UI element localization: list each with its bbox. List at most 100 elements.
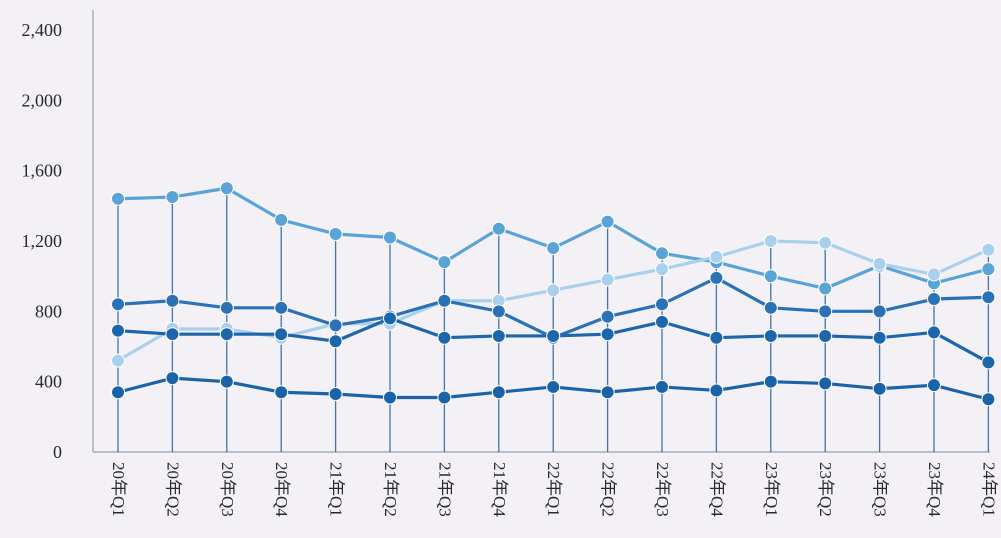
data-point xyxy=(274,300,289,315)
x-tick-label: 23年Q1 xyxy=(762,462,781,517)
data-point xyxy=(600,309,615,324)
data-point xyxy=(818,235,833,250)
x-tick-label: 21年Q1 xyxy=(327,462,346,517)
x-tick-label: 23年Q2 xyxy=(816,462,835,517)
data-point xyxy=(111,353,125,368)
y-tick-label: 800 xyxy=(35,301,62,321)
y-tick-label: 0 xyxy=(53,442,62,462)
data-point xyxy=(655,262,669,277)
data-point xyxy=(491,385,506,400)
data-point xyxy=(546,241,561,256)
data-point xyxy=(927,378,941,393)
x-tick-label: 20年Q1 xyxy=(109,462,128,517)
y-tick-label: 1,600 xyxy=(22,161,63,181)
data-point xyxy=(600,214,615,229)
x-tick-label: 20年Q2 xyxy=(163,462,182,517)
data-point xyxy=(546,283,561,298)
data-point xyxy=(328,386,343,401)
data-point xyxy=(981,242,996,257)
data-point xyxy=(437,293,452,308)
x-tick-label: 24年Q1 xyxy=(979,462,998,517)
data-point xyxy=(763,234,778,248)
data-point xyxy=(655,379,669,394)
chart-axes xyxy=(92,10,990,453)
data-point xyxy=(763,328,778,343)
data-point xyxy=(709,330,724,345)
data-point xyxy=(111,191,125,206)
y-tick-label: 400 xyxy=(35,372,62,392)
data-point xyxy=(437,255,452,270)
data-point xyxy=(872,304,887,319)
data-point xyxy=(219,327,234,342)
data-point xyxy=(981,392,996,407)
data-point xyxy=(927,325,941,340)
data-point xyxy=(600,272,615,287)
data-point xyxy=(274,385,289,400)
data-point xyxy=(491,221,506,236)
x-tick-label: 21年Q3 xyxy=(435,462,454,517)
data-point xyxy=(383,390,397,405)
data-point xyxy=(383,230,397,245)
data-point xyxy=(219,374,234,389)
series-5 xyxy=(111,371,996,407)
data-point xyxy=(818,328,833,343)
data-point xyxy=(655,314,669,329)
data-point xyxy=(709,249,724,264)
x-axis-labels: 20年Q1 20年Q2 20年Q3 20年Q4 21年Q1 21年Q2 21年Q3 21年Q4… xyxy=(109,462,998,517)
data-point xyxy=(111,385,125,400)
data-point xyxy=(818,376,833,391)
data-point xyxy=(818,304,833,319)
data-point xyxy=(437,390,452,405)
data-point xyxy=(763,374,778,389)
x-tick-label: 23年Q3 xyxy=(871,462,890,517)
data-point xyxy=(165,327,180,342)
series-1 xyxy=(111,181,996,296)
y-tick-label: 2,000 xyxy=(22,90,63,110)
data-point xyxy=(709,270,724,285)
data-point xyxy=(328,318,343,333)
data-point xyxy=(274,327,289,342)
x-tick-label: 22年Q3 xyxy=(653,462,672,517)
data-point xyxy=(927,292,941,307)
x-tick-label: 22年Q1 xyxy=(544,462,563,517)
x-tick-label: 20年Q4 xyxy=(272,462,291,517)
data-point xyxy=(165,371,180,386)
data-point xyxy=(872,330,887,345)
x-tick-label: 22年Q4 xyxy=(707,462,726,517)
data-point xyxy=(328,334,343,349)
data-point xyxy=(437,330,452,345)
data-point xyxy=(818,281,833,296)
data-point xyxy=(165,293,180,308)
x-tick-label: 21年Q2 xyxy=(381,462,400,517)
data-point xyxy=(491,304,506,319)
data-point xyxy=(219,300,234,315)
data-point xyxy=(491,328,506,343)
data-point xyxy=(981,355,996,370)
data-point xyxy=(981,290,996,305)
data-point xyxy=(546,379,561,394)
y-tick-label: 1,200 xyxy=(22,231,63,251)
data-point xyxy=(655,246,669,261)
data-point xyxy=(328,226,343,241)
data-point xyxy=(383,311,397,326)
data-point xyxy=(981,262,996,277)
series-group xyxy=(111,181,996,407)
data-point xyxy=(219,181,234,196)
data-point xyxy=(111,297,125,312)
x-tick-label: 21年Q4 xyxy=(490,462,509,517)
data-point xyxy=(600,385,615,400)
data-point xyxy=(872,381,887,396)
drop-lines xyxy=(117,188,990,452)
data-point xyxy=(274,212,289,227)
data-point xyxy=(927,267,941,282)
y-axis-labels: 0 400 800 1,200 1,600 2,000 2,400 xyxy=(22,20,63,462)
data-point xyxy=(709,383,724,398)
x-tick-label: 20年Q3 xyxy=(218,462,237,517)
data-point xyxy=(111,323,125,338)
series-4 xyxy=(111,311,996,370)
data-point xyxy=(546,328,561,343)
data-point xyxy=(165,190,180,205)
data-point xyxy=(872,256,887,271)
data-point xyxy=(763,269,778,284)
